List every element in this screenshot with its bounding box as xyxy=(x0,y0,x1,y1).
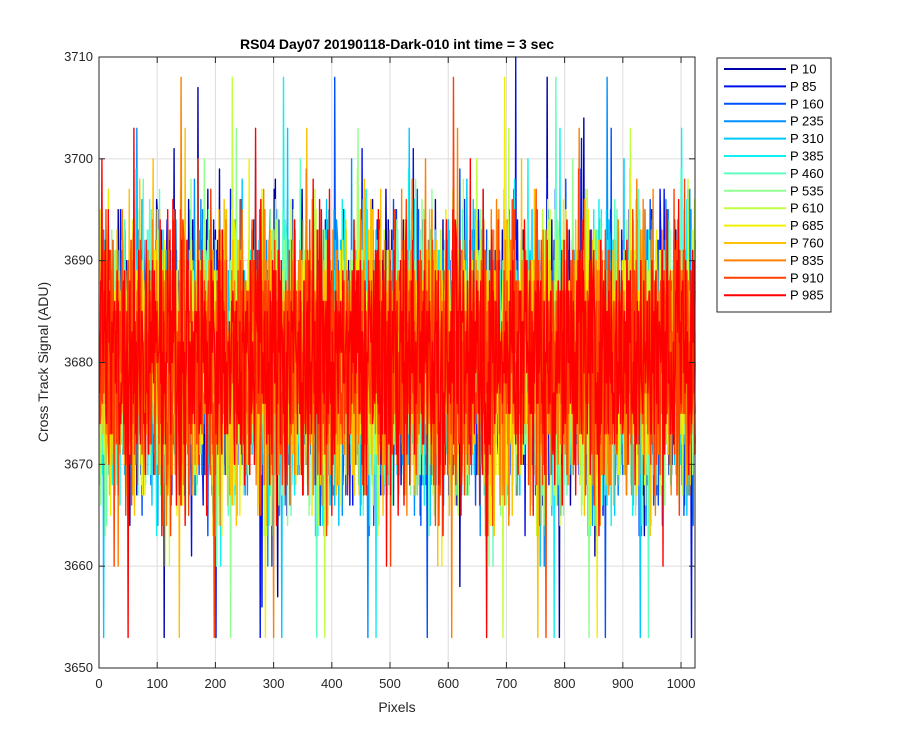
x-tick-label: 1000 xyxy=(667,676,696,691)
legend-label: P 385 xyxy=(790,149,824,164)
y-tick-label: 3650 xyxy=(64,660,93,675)
legend-label: P 835 xyxy=(790,253,824,268)
legend-label: P 460 xyxy=(790,166,824,181)
legend: P 10 P 85 P 160 P 235 P 310 P 385 P 460 P 535 P … xyxy=(716,57,832,313)
legend-label: P 610 xyxy=(790,201,824,216)
legend-label: P 235 xyxy=(790,114,824,129)
legend-label: P 10 xyxy=(790,62,817,77)
legend-label: P 685 xyxy=(790,218,824,233)
legend-label: P 985 xyxy=(790,288,824,303)
y-axis-label: Cross Track Signal (ADU) xyxy=(35,282,51,442)
x-tick-label: 100 xyxy=(146,676,168,691)
y-tick-label: 3710 xyxy=(64,49,93,64)
x-tick-label: 0 xyxy=(95,676,102,691)
y-tick-label: 3680 xyxy=(64,355,93,370)
x-tick-label: 600 xyxy=(437,676,459,691)
legend-label: P 160 xyxy=(790,96,824,111)
y-ticks: 3650 3660 3670 3680 3690 3700 3710 xyxy=(64,49,695,675)
chart-title: RS04 Day07 20190118-Dark-010 int time = … xyxy=(240,36,554,52)
legend-box xyxy=(716,57,832,313)
x-tick-label: 700 xyxy=(496,676,518,691)
x-axis-label: Pixels xyxy=(378,699,415,715)
x-tick-label: 400 xyxy=(321,676,343,691)
legend-label: P 85 xyxy=(790,79,817,94)
legend-label: P 910 xyxy=(790,270,824,285)
x-tick-label: 300 xyxy=(263,676,285,691)
y-tick-label: 3690 xyxy=(64,253,93,268)
series-line-p985 xyxy=(98,127,696,639)
x-tick-label: 800 xyxy=(554,676,576,691)
x-tick-label: 900 xyxy=(612,676,634,691)
legend-label: P 535 xyxy=(790,183,824,198)
series-lines xyxy=(98,56,696,639)
y-tick-label: 3660 xyxy=(64,558,93,573)
x-tick-label: 500 xyxy=(379,676,401,691)
y-tick-label: 3700 xyxy=(64,151,93,166)
legend-label: P 310 xyxy=(790,131,824,146)
x-ticks: 0 100 200 300 400 500 600 700 800 900 1000 xyxy=(95,57,695,691)
y-tick-label: 3670 xyxy=(64,456,93,471)
legend-label: P 760 xyxy=(790,236,824,251)
x-tick-label: 200 xyxy=(205,676,227,691)
